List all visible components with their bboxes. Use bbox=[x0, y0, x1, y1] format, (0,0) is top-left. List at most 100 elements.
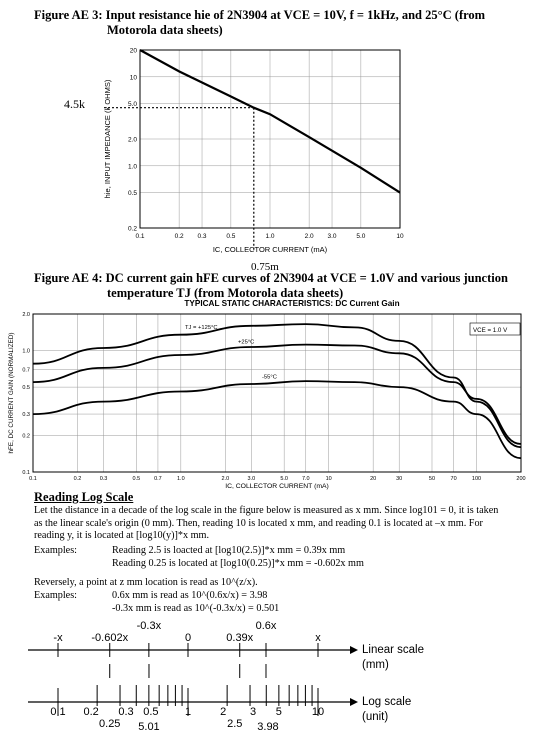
fig3-x-tick-label: 0.3 bbox=[198, 233, 207, 240]
log-tick-label: 5 bbox=[276, 706, 282, 718]
linear-tick-label: 0.6x bbox=[256, 620, 277, 632]
fig3-y-tick-label: 10 bbox=[130, 74, 138, 81]
fig3-grid bbox=[139, 49, 401, 229]
fig4-x-tick-label: 100 bbox=[472, 476, 481, 482]
fig3-y-tick-label: 1.0 bbox=[128, 163, 137, 170]
reading-para-line1: Let the distance in a decade of the log … bbox=[34, 505, 499, 516]
fig4-y-tick-label: 0.1 bbox=[22, 470, 30, 476]
linear-scale-name: Linear scale bbox=[362, 644, 424, 656]
fig3-y-tick-label: 2.0 bbox=[128, 137, 137, 144]
fig4-x-tick-label: 0.7 bbox=[154, 476, 162, 482]
fig4-series-line bbox=[32, 323, 522, 449]
log-tick-label: 5.01 bbox=[138, 721, 159, 733]
fig4-grid bbox=[32, 313, 522, 473]
reading-para-line2: as the linear scale's origin (0 mm). The… bbox=[34, 517, 483, 529]
fig3-marker-current: 0.75m bbox=[251, 261, 279, 273]
fig4-y-tick-label: 0.2 bbox=[22, 433, 30, 439]
log-tick-label: 3 bbox=[250, 706, 256, 718]
reading-heading: Reading Log Scale bbox=[34, 490, 134, 504]
fig4-y-tick-label: 0.7 bbox=[22, 367, 30, 373]
fig4-series-label: -55°C bbox=[262, 374, 277, 380]
linear-tick-label: -x bbox=[53, 632, 63, 644]
fig4-x-tick-label: 5.0 bbox=[280, 476, 288, 482]
fig4-x-tick-label: 0.1 bbox=[29, 476, 37, 482]
log-tick-label: 0.5 bbox=[143, 706, 158, 718]
fig4-y-axis-label: hFE, DC CURRENT GAIN (NORMALIZED) bbox=[8, 333, 15, 454]
log-tick-label: 2 bbox=[220, 706, 226, 718]
fig4-series-line bbox=[32, 343, 522, 445]
fig4-x-tick-label: 3.0 bbox=[248, 476, 256, 482]
fig4-caption-line1: Figure AE 4: DC current gain hFE curves … bbox=[34, 271, 508, 285]
fig4-plot-frame bbox=[32, 313, 522, 473]
example-3: 0.6x mm is read as 10^(0.6x/x) = 3.98 bbox=[112, 590, 268, 601]
linear-axis-arrow bbox=[350, 646, 358, 654]
fig4-x-tick-label: 10 bbox=[326, 476, 332, 482]
log-tick-label: 0.3 bbox=[118, 706, 133, 718]
fig4-legend: VCE = 1.0 V bbox=[469, 322, 521, 336]
scale-ticks bbox=[28, 643, 358, 716]
log-axis-arrow bbox=[350, 698, 358, 706]
fig3-x-tick-label: 5.0 bbox=[356, 233, 365, 240]
fig3-y-axis-label: hie, INPUT IMPEDANCE (k OHMS) bbox=[103, 79, 112, 198]
fig3-y-tick-label: 20 bbox=[130, 48, 138, 55]
fig4-x-tick-label: 2.0 bbox=[222, 476, 230, 482]
fig3-x-tick-label: 10 bbox=[396, 233, 404, 240]
log-tick-label: 10 bbox=[312, 706, 324, 718]
fig3-x-tick-label: 1.0 bbox=[265, 233, 274, 240]
fig4-x-axis-label: IC, COLLECTOR CURRENT (mA) bbox=[225, 483, 329, 490]
fig3-x-tick-label: 0.5 bbox=[226, 233, 235, 240]
fig3-marker-value: 4.5k bbox=[64, 97, 85, 111]
fig4-curves: TJ = +125°C +25°C -55°C bbox=[32, 323, 522, 460]
log-scale-name: Log scale bbox=[362, 696, 411, 708]
fig4-series-line bbox=[32, 380, 522, 460]
fig3-y-tick-label: 0.5 bbox=[128, 190, 137, 197]
log-tick-label: 2.5 bbox=[227, 718, 242, 730]
fig4-x-tick-label: 7.0 bbox=[302, 476, 310, 482]
linear-tick-label: x bbox=[315, 632, 321, 644]
reverse-text: Reversely, a point at z mm location is r… bbox=[34, 577, 258, 588]
reading-para-line3: reading y, it is located at [log10(y)]*x… bbox=[34, 530, 210, 542]
fig4-ticks: 0.1 0.2 0.3 0.5 0.7 1.0 2.0 3.0 5.0 7.0 10 20 30 50 70… bbox=[22, 312, 525, 482]
fig4-x-tick-label: 200 bbox=[516, 476, 525, 482]
fig4-x-tick-label: 30 bbox=[396, 476, 402, 482]
linear-scale-unit: (mm) bbox=[362, 659, 389, 671]
examples-label-2: Examples: bbox=[34, 590, 78, 601]
fig4-series-label: +25°C bbox=[238, 339, 254, 345]
fig3-chart: 0.1 0.2 0.3 0.5 1.0 2.0 3.0 5.0 100.20.51.02.05.… bbox=[103, 48, 404, 255]
fig4-x-tick-label: 50 bbox=[429, 476, 435, 482]
fig3-curve bbox=[139, 49, 401, 194]
fig4-y-tick-label: 2.0 bbox=[22, 312, 30, 318]
fig4-x-tick-label: 0.3 bbox=[100, 476, 108, 482]
linear-tick-label: -0.602x bbox=[91, 632, 128, 644]
fig4-y-tick-label: 0.3 bbox=[22, 412, 30, 418]
reading-paragraph: Let the distance in a decade of the log … bbox=[34, 505, 539, 543]
fig4-y-tick-label: 1.0 bbox=[22, 349, 30, 355]
fig3-x-tick-label: 0.2 bbox=[175, 233, 184, 240]
fig3-y-tick-label: 5.0 bbox=[128, 101, 137, 108]
linear-tick-label: 0 bbox=[185, 632, 191, 644]
fig4-x-tick-label: 1.0 bbox=[177, 476, 185, 482]
fig4-series-label: TJ = +125°C bbox=[185, 325, 218, 331]
log-tick-label: 1 bbox=[185, 706, 191, 718]
fig3-caption-line2: Motorola data sheets) bbox=[107, 23, 223, 37]
fig3-x-tick-label: 2.0 bbox=[305, 233, 314, 240]
fig4-caption-line2: temperature TJ (from Motorola data sheet… bbox=[107, 286, 344, 300]
fig3-plot-frame bbox=[139, 49, 401, 229]
fig4-chart: TYPICAL STATIC CHARACTERISTICS: DC Curre… bbox=[8, 299, 526, 490]
log-scale-unit: (unit) bbox=[362, 711, 388, 723]
fig4-x-tick-label: 0.5 bbox=[133, 476, 141, 482]
fig4-x-tick-label: 70 bbox=[451, 476, 457, 482]
example-2: Reading 0.25 is located at [log10(0.25)]… bbox=[112, 558, 364, 569]
example-4: -0.3x mm is read as 10^(-0.3x/x) = 0.501 bbox=[112, 603, 280, 614]
fig4-chart-title: TYPICAL STATIC CHARACTERISTICS: DC Curre… bbox=[184, 299, 399, 308]
fig4-legend-vce: VCE = 1.0 V bbox=[473, 327, 508, 334]
log-tick-label: 3.98 bbox=[257, 721, 278, 733]
linear-tick-label: 0.39x bbox=[226, 632, 253, 644]
fig4-x-tick-label: 0.2 bbox=[74, 476, 82, 482]
fig3-x-tick-label: 0.1 bbox=[135, 233, 144, 240]
fig3-x-tick-label: 3.0 bbox=[328, 233, 337, 240]
log-tick-label: 0.2 bbox=[83, 706, 98, 718]
examples-label-1: Examples: bbox=[34, 545, 78, 556]
